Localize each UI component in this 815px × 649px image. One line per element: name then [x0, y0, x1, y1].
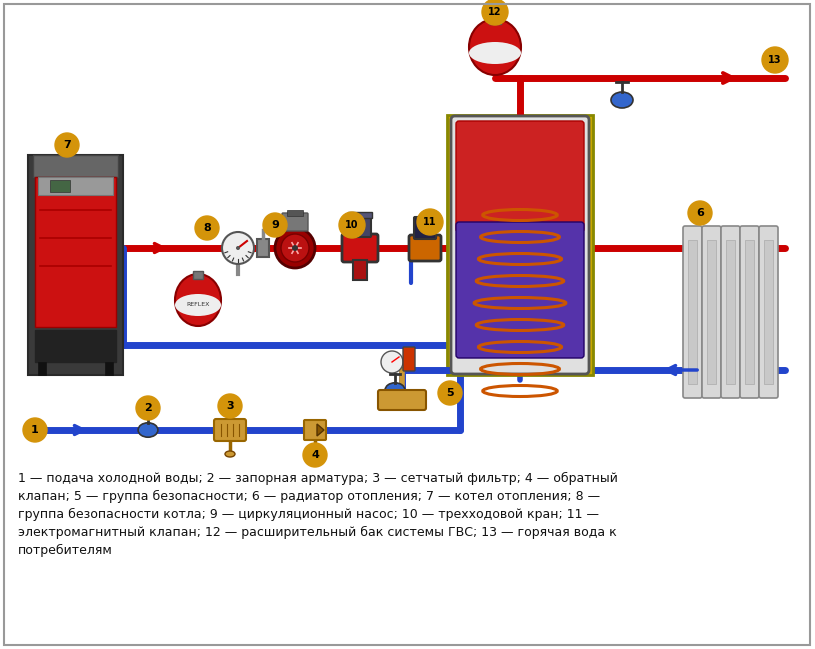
Text: клапан; 5 — группа безопасности; 6 — радиатор отопления; 7 — котел отопления; 8 : клапан; 5 — группа безопасности; 6 — рад…: [18, 490, 600, 503]
Circle shape: [236, 246, 240, 250]
FancyBboxPatch shape: [409, 235, 441, 261]
Text: 3: 3: [227, 401, 234, 411]
FancyBboxPatch shape: [287, 210, 303, 216]
Polygon shape: [317, 424, 324, 436]
FancyBboxPatch shape: [421, 214, 429, 220]
Circle shape: [263, 213, 287, 237]
Circle shape: [381, 351, 403, 373]
Text: 2: 2: [144, 403, 152, 413]
FancyBboxPatch shape: [688, 240, 697, 384]
FancyBboxPatch shape: [726, 240, 735, 384]
FancyBboxPatch shape: [342, 234, 378, 262]
FancyBboxPatch shape: [740, 226, 759, 398]
Ellipse shape: [175, 294, 221, 316]
FancyBboxPatch shape: [414, 217, 436, 239]
Text: 1: 1: [31, 425, 39, 435]
FancyBboxPatch shape: [105, 362, 113, 375]
FancyBboxPatch shape: [683, 226, 702, 398]
Circle shape: [275, 228, 315, 268]
Circle shape: [482, 0, 508, 25]
Text: 13: 13: [769, 55, 782, 65]
Ellipse shape: [385, 383, 405, 397]
Ellipse shape: [175, 274, 221, 326]
FancyBboxPatch shape: [447, 115, 593, 375]
FancyBboxPatch shape: [35, 177, 116, 327]
Circle shape: [762, 47, 788, 73]
FancyBboxPatch shape: [257, 239, 269, 257]
Text: 8: 8: [203, 223, 211, 233]
Circle shape: [688, 201, 712, 225]
FancyBboxPatch shape: [378, 390, 426, 410]
Text: электромагнитный клапан; 12 — расширительный бак системы ГВС; 13 — горячая вода : электромагнитный клапан; 12 — расширител…: [18, 526, 617, 539]
Circle shape: [195, 216, 219, 240]
Circle shape: [438, 381, 462, 405]
Text: потребителям: потребителям: [18, 544, 112, 557]
FancyBboxPatch shape: [489, 15, 501, 24]
FancyBboxPatch shape: [33, 155, 118, 177]
FancyBboxPatch shape: [348, 212, 372, 218]
Circle shape: [292, 245, 298, 251]
Circle shape: [339, 212, 365, 238]
FancyBboxPatch shape: [745, 240, 754, 384]
FancyBboxPatch shape: [193, 271, 203, 279]
FancyBboxPatch shape: [35, 330, 116, 362]
FancyBboxPatch shape: [702, 226, 721, 398]
FancyBboxPatch shape: [456, 222, 584, 358]
Ellipse shape: [225, 451, 235, 457]
Circle shape: [222, 232, 254, 264]
FancyBboxPatch shape: [214, 419, 246, 441]
FancyBboxPatch shape: [456, 121, 584, 232]
FancyBboxPatch shape: [50, 180, 70, 192]
FancyBboxPatch shape: [38, 362, 46, 375]
Ellipse shape: [138, 422, 158, 437]
FancyBboxPatch shape: [721, 226, 740, 398]
Ellipse shape: [469, 42, 521, 64]
Circle shape: [218, 394, 242, 418]
Text: 11: 11: [423, 217, 437, 227]
Text: 7: 7: [63, 140, 71, 150]
Ellipse shape: [611, 92, 633, 108]
Circle shape: [136, 396, 160, 420]
Text: 9: 9: [271, 220, 279, 230]
FancyBboxPatch shape: [759, 226, 778, 398]
FancyBboxPatch shape: [451, 116, 589, 374]
Circle shape: [55, 133, 79, 157]
FancyBboxPatch shape: [707, 240, 716, 384]
FancyBboxPatch shape: [38, 177, 113, 195]
Circle shape: [23, 418, 47, 442]
FancyBboxPatch shape: [28, 155, 123, 375]
Text: REFLEX: REFLEX: [187, 302, 209, 308]
FancyBboxPatch shape: [282, 213, 308, 231]
FancyBboxPatch shape: [403, 347, 415, 371]
FancyBboxPatch shape: [764, 240, 773, 384]
Text: группа безопасности котла; 9 — циркуляционный насос; 10 — трехходовой кран; 11 —: группа безопасности котла; 9 — циркуляци…: [18, 508, 599, 521]
Text: 1 — подача холодной воды; 2 — запорная арматура; 3 — сетчатый фильтр; 4 — обратн: 1 — подача холодной воды; 2 — запорная а…: [18, 472, 618, 485]
Circle shape: [417, 209, 443, 235]
Text: 12: 12: [488, 7, 502, 17]
Text: 5: 5: [446, 388, 454, 398]
Text: 6: 6: [696, 208, 704, 218]
Circle shape: [303, 443, 327, 467]
FancyBboxPatch shape: [353, 260, 367, 280]
FancyBboxPatch shape: [304, 420, 326, 440]
Text: 4: 4: [311, 450, 319, 460]
Circle shape: [281, 234, 309, 262]
Ellipse shape: [469, 19, 521, 75]
FancyBboxPatch shape: [349, 215, 371, 237]
Text: 10: 10: [346, 220, 359, 230]
